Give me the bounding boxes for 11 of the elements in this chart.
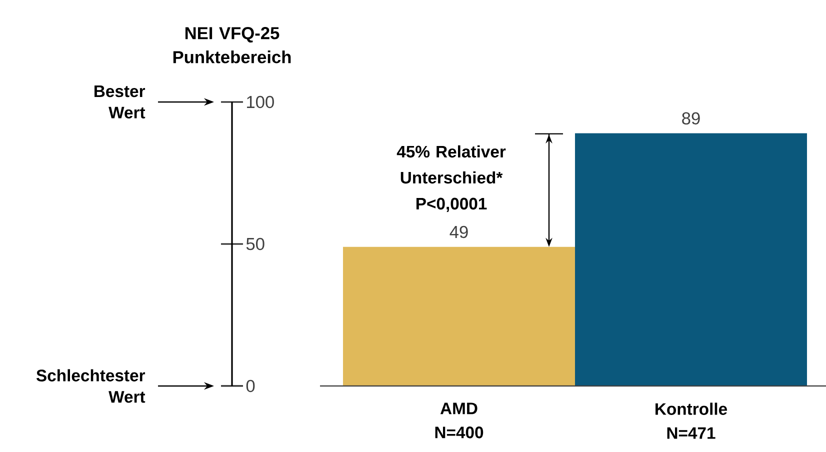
text: Bester Wert: [94, 86, 146, 118]
y-axis-title: NEI VFQ-25 Punktebereich: [173, 27, 291, 64]
y-tick-label: 0: [246, 380, 255, 392]
data-label: 49: [450, 226, 468, 238]
x-tick-label: AMD N=400: [435, 402, 484, 438]
text: Schlechtester Wert: [36, 369, 146, 403]
data-label: 89: [682, 112, 700, 125]
y-tick-label: 100: [247, 96, 274, 108]
annotation: 45% Relativer Unterschied* P<0,0001: [396, 145, 506, 212]
x-tick-label: Kontrolle N=471: [656, 402, 728, 439]
y-tick-label: 50: [246, 238, 264, 250]
